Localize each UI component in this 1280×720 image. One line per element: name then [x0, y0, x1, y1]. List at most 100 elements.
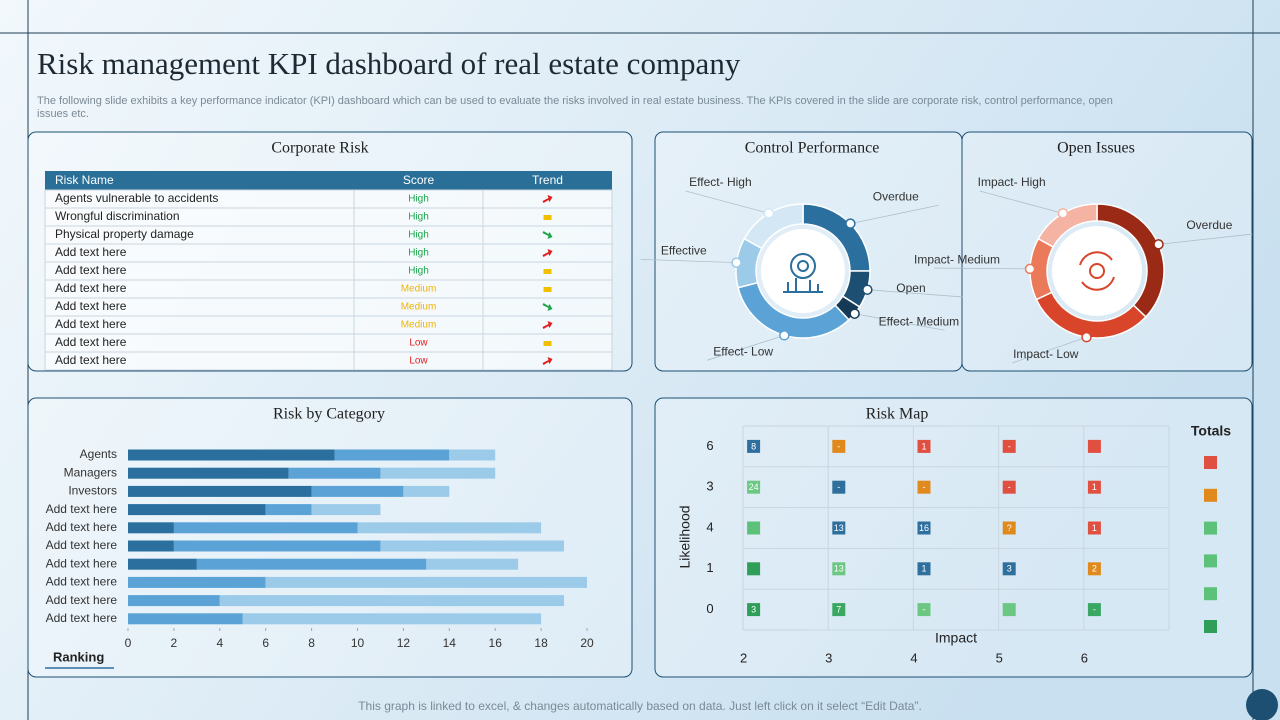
- risk-score: High: [408, 194, 429, 205]
- segment-label: Effect- Medium: [879, 314, 959, 328]
- map-cell: [917, 480, 931, 494]
- bar-segment: [196, 558, 427, 570]
- total-swatch: [1204, 554, 1217, 568]
- segment-marker: [845, 218, 856, 229]
- segment-marker: [1057, 208, 1069, 219]
- y-tick-label: 4: [706, 519, 713, 534]
- total-swatch: [1204, 488, 1217, 502]
- x-tick-label: 8: [308, 636, 315, 650]
- bar-segment: [380, 467, 496, 479]
- trend-icon: [542, 231, 553, 239]
- segment-label: Open: [896, 281, 925, 295]
- y-tick-label: 0: [706, 601, 713, 616]
- table-row: [44, 315, 613, 335]
- risk-score: Medium: [401, 302, 437, 313]
- leader-line: [867, 289, 963, 298]
- table-row: [44, 279, 613, 299]
- x-tick-label: 5: [996, 650, 1003, 665]
- bar-segment: [128, 467, 289, 479]
- map-cell: [1087, 439, 1101, 453]
- bar-segment: [334, 449, 450, 461]
- risk-name: Add text here: [55, 299, 127, 313]
- bar-segment: [128, 485, 312, 497]
- risk-name: Add text here: [55, 317, 127, 331]
- x-tick-label: 6: [262, 636, 269, 650]
- panel-title: Risk by Category: [273, 406, 385, 423]
- segment-marker: [849, 308, 860, 319]
- donut-segment: [743, 203, 804, 250]
- table-row: [44, 261, 613, 281]
- map-cell: [747, 521, 761, 535]
- y-tick-label: Add text here: [46, 520, 118, 534]
- cell-label: -: [837, 482, 840, 492]
- x-tick-label: 10: [351, 636, 365, 650]
- map-cell: [1002, 439, 1016, 453]
- risk-score: Medium: [401, 320, 437, 331]
- map-cell: [917, 562, 931, 576]
- bar-segment: [288, 467, 381, 479]
- table-row: [44, 243, 613, 263]
- cell-label: 24: [749, 482, 759, 492]
- cell-label: -: [1008, 482, 1011, 492]
- bar-segment: [403, 485, 450, 497]
- table-header: [45, 171, 612, 190]
- footer-note: This graph is linked to excel, & changes…: [358, 699, 922, 713]
- trend-icon: [543, 341, 552, 346]
- x-axis-label: Impact: [935, 630, 977, 646]
- y-tick-label: Add text here: [46, 575, 118, 589]
- segment-label: Effect- Low: [713, 344, 773, 358]
- y-tick-label: Investors: [68, 484, 117, 498]
- segment-marker: [862, 284, 873, 295]
- map-cell: [1002, 480, 1016, 494]
- risk-score: Low: [409, 356, 428, 367]
- bar-segment: [265, 576, 587, 588]
- bar-segment: [449, 449, 496, 461]
- risk-name: Agents vulnerable to accidents: [55, 191, 218, 205]
- risk-name: Add text here: [55, 263, 127, 277]
- segment-marker: [779, 330, 790, 341]
- cell-label: 1: [921, 441, 926, 451]
- bar-segment: [128, 558, 197, 570]
- column-header: Score: [403, 173, 435, 187]
- trend-icon: [542, 195, 553, 203]
- segment-label: Impact- High: [978, 175, 1046, 189]
- control-icon: [783, 253, 823, 293]
- leader-line: [854, 313, 945, 331]
- x-tick-label: 2: [740, 650, 747, 665]
- risk-score: Low: [409, 338, 428, 349]
- leader-line: [934, 267, 1031, 270]
- map-cell: [747, 439, 761, 453]
- bar-segment: [173, 522, 358, 534]
- cell-label: 3: [1007, 564, 1012, 574]
- map-cell: [1002, 521, 1016, 535]
- trend-icon: [542, 303, 553, 311]
- leader-line: [640, 258, 737, 264]
- table-row: [44, 333, 613, 353]
- bar-segment: [311, 485, 404, 497]
- map-cell: [832, 480, 846, 494]
- x-tick-label: 6: [1081, 650, 1088, 665]
- y-tick-label: Add text here: [46, 502, 118, 516]
- y-tick-label: Add text here: [46, 593, 118, 607]
- cell-label: -: [1093, 604, 1096, 614]
- bar-segment: [265, 504, 312, 516]
- y-tick-label: Managers: [64, 465, 117, 479]
- risk-score: High: [408, 266, 429, 277]
- x-tick-label: 2: [171, 636, 178, 650]
- cell-label: 7: [836, 604, 841, 614]
- bar-segment: [242, 613, 542, 625]
- trend-icon: [542, 249, 553, 257]
- x-tick-label: 12: [397, 636, 411, 650]
- table-row: [44, 351, 613, 371]
- risk-name: Physical property damage: [55, 227, 194, 241]
- segment-marker: [731, 257, 742, 268]
- map-cell: [917, 521, 931, 535]
- segment-label: Overdue: [1186, 218, 1232, 232]
- bar-segment: [357, 522, 542, 534]
- page-title: Risk management KPI dashboard of real es…: [37, 46, 741, 81]
- cell-label: 8: [751, 441, 756, 451]
- y-tick-label: 6: [706, 438, 713, 453]
- cell-label: 3: [751, 604, 756, 614]
- leader-line: [706, 334, 785, 361]
